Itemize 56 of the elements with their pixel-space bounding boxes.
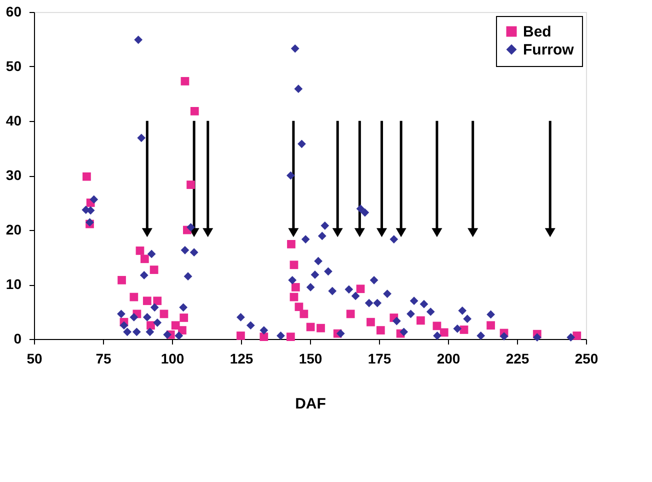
point bbox=[171, 321, 180, 330]
x-tick-label: 250 bbox=[574, 350, 598, 366]
point bbox=[136, 246, 144, 255]
point bbox=[287, 240, 296, 248]
y-tick-label: 20 bbox=[6, 222, 22, 238]
x-tick-label: 225 bbox=[506, 350, 530, 366]
point bbox=[286, 332, 295, 342]
point bbox=[180, 77, 190, 86]
point bbox=[290, 260, 298, 270]
point bbox=[236, 332, 245, 340]
point bbox=[82, 172, 91, 181]
point bbox=[291, 283, 300, 292]
y-tick-label: 40 bbox=[6, 112, 22, 128]
point bbox=[376, 326, 385, 334]
point bbox=[260, 332, 268, 342]
x-tick-label: 125 bbox=[230, 350, 254, 366]
point bbox=[432, 322, 442, 330]
point bbox=[416, 316, 425, 325]
x-tick-label: 100 bbox=[160, 350, 184, 366]
point bbox=[294, 302, 304, 312]
point bbox=[290, 292, 298, 302]
x-tick-label: 50 bbox=[26, 350, 42, 366]
x-tick-label: 175 bbox=[368, 350, 392, 366]
legend-label: Furrow bbox=[523, 42, 574, 58]
point bbox=[356, 284, 365, 294]
point bbox=[572, 332, 582, 340]
point bbox=[346, 310, 355, 318]
point bbox=[186, 180, 195, 189]
y-tick-label: 50 bbox=[6, 58, 22, 74]
point bbox=[486, 321, 495, 330]
point bbox=[460, 326, 468, 334]
point bbox=[180, 314, 188, 322]
point bbox=[140, 254, 149, 264]
y-tick-label: 60 bbox=[6, 4, 22, 20]
y-tick-label: 0 bbox=[14, 330, 22, 346]
point bbox=[150, 266, 158, 274]
x-tick-label: 200 bbox=[436, 350, 460, 366]
x-tick-label: 75 bbox=[96, 350, 112, 366]
x-tick-label: 150 bbox=[298, 350, 322, 366]
point bbox=[130, 292, 138, 302]
point bbox=[300, 310, 308, 318]
point bbox=[190, 107, 199, 116]
point bbox=[366, 318, 375, 326]
point bbox=[142, 296, 152, 306]
point bbox=[146, 321, 155, 330]
y-tick-label: 30 bbox=[6, 167, 22, 183]
y-tick-label: 10 bbox=[6, 276, 22, 292]
point bbox=[440, 328, 448, 337]
point bbox=[306, 322, 315, 332]
point bbox=[178, 326, 186, 334]
point bbox=[153, 296, 162, 306]
point bbox=[118, 276, 126, 284]
x-axis-title: DAF bbox=[295, 396, 326, 412]
point bbox=[160, 310, 168, 318]
legend-label: Bed bbox=[523, 24, 552, 40]
point bbox=[316, 324, 325, 332]
